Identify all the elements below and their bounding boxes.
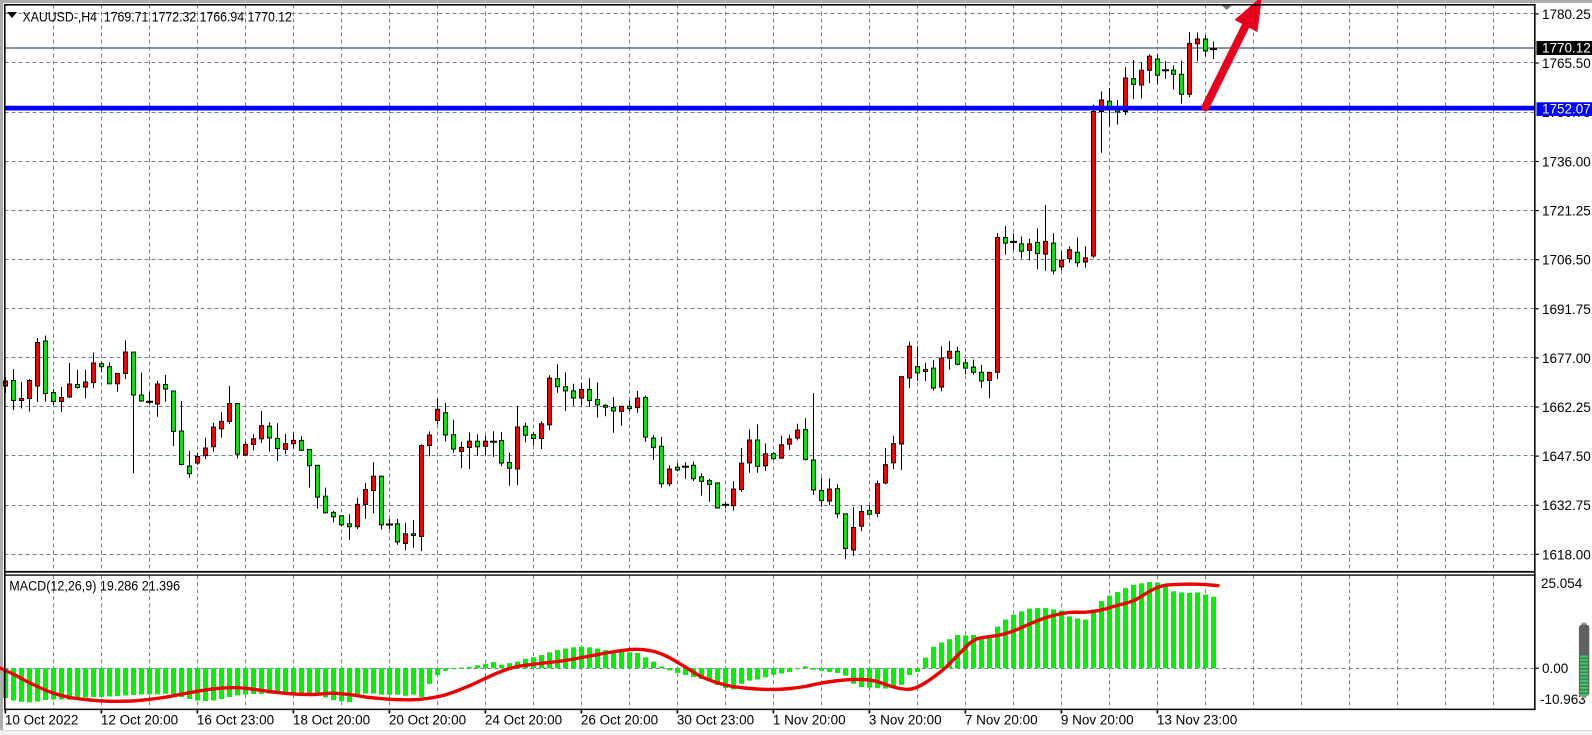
svg-text:1721.25: 1721.25 bbox=[1542, 204, 1591, 219]
svg-text:1780.25: 1780.25 bbox=[1542, 7, 1591, 22]
svg-text:-10.963: -10.963 bbox=[1540, 692, 1586, 707]
svg-text:1770.12: 1770.12 bbox=[1542, 41, 1591, 56]
svg-text:0.00: 0.00 bbox=[1542, 661, 1568, 676]
svg-text:30 Oct 23:00: 30 Oct 23:00 bbox=[677, 713, 754, 728]
svg-text:20 Oct 20:00: 20 Oct 20:00 bbox=[389, 713, 466, 728]
svg-text:16 Oct 23:00: 16 Oct 23:00 bbox=[197, 713, 274, 728]
svg-text:18 Oct 20:00: 18 Oct 20:00 bbox=[293, 713, 370, 728]
svg-text:1618.00: 1618.00 bbox=[1542, 547, 1591, 562]
svg-text:1 Nov 20:00: 1 Nov 20:00 bbox=[773, 713, 846, 728]
svg-text:7 Nov 20:00: 7 Nov 20:00 bbox=[965, 713, 1038, 728]
svg-text:1752.07: 1752.07 bbox=[1542, 102, 1591, 117]
svg-text:9 Nov 20:00: 9 Nov 20:00 bbox=[1061, 713, 1134, 728]
svg-text:XAUUSD-,H4 1769.71 1772.32 17: XAUUSD-,H4 1769.71 1772.32 1766.94 1770.… bbox=[23, 9, 293, 24]
svg-text:25.054: 25.054 bbox=[1541, 576, 1583, 591]
svg-text:3 Nov 20:00: 3 Nov 20:00 bbox=[869, 713, 942, 728]
svg-text:1691.75: 1691.75 bbox=[1542, 302, 1591, 317]
svg-text:MACD(12,26,9) 19.286 21.396: MACD(12,26,9) 19.286 21.396 bbox=[9, 578, 180, 593]
svg-text:1706.50: 1706.50 bbox=[1542, 253, 1591, 268]
svg-text:26 Oct 20:00: 26 Oct 20:00 bbox=[581, 713, 658, 728]
svg-text:13 Nov 23:00: 13 Nov 23:00 bbox=[1157, 713, 1237, 728]
svg-text:1677.00: 1677.00 bbox=[1542, 351, 1591, 366]
svg-text:24 Oct 20:00: 24 Oct 20:00 bbox=[485, 713, 562, 728]
svg-text:12 Oct 20:00: 12 Oct 20:00 bbox=[101, 713, 178, 728]
svg-text:1736.00: 1736.00 bbox=[1542, 155, 1591, 170]
svg-text:1662.25: 1662.25 bbox=[1542, 400, 1591, 415]
svg-text:10 Oct 2022: 10 Oct 2022 bbox=[5, 713, 79, 728]
svg-text:1647.50: 1647.50 bbox=[1542, 449, 1591, 464]
svg-text:1632.75: 1632.75 bbox=[1542, 498, 1591, 513]
svg-text:1765.50: 1765.50 bbox=[1542, 56, 1591, 71]
